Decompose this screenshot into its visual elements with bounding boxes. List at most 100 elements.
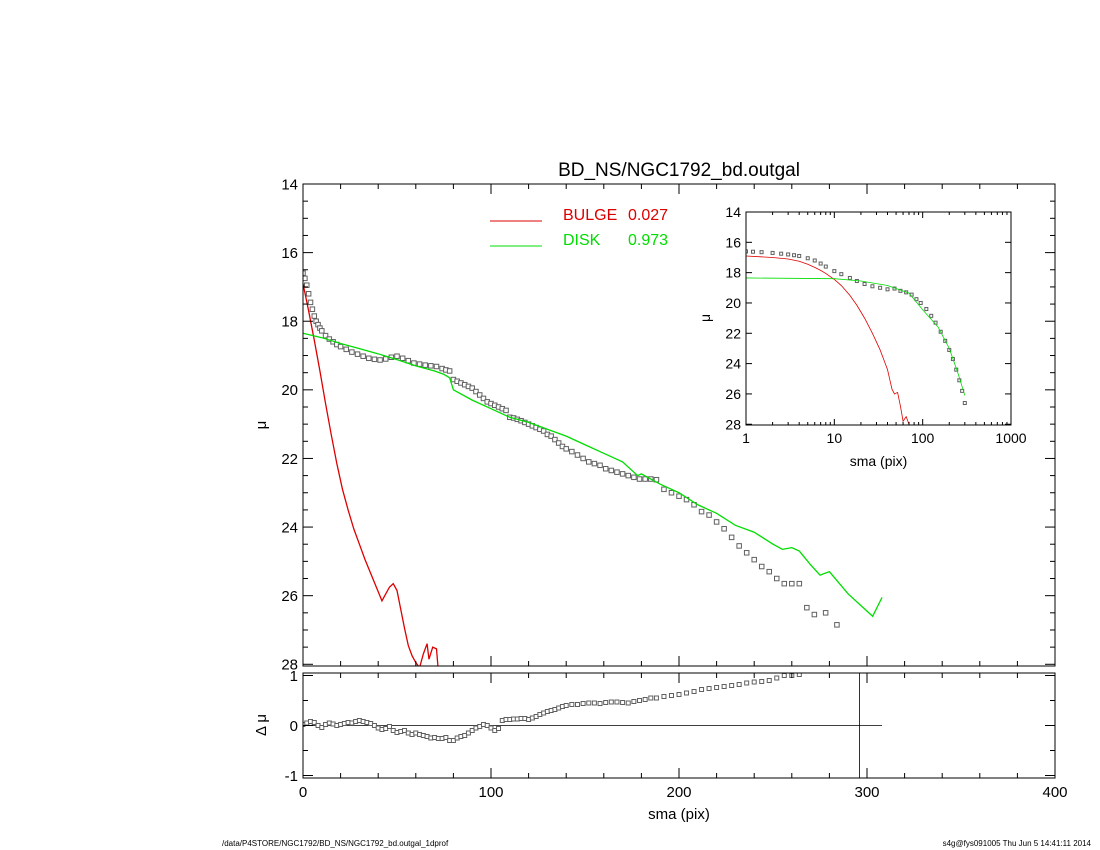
main-data-point — [614, 469, 620, 475]
residual-ytick-label: 0 — [290, 718, 298, 735]
main-data-point — [480, 395, 487, 402]
inset-ytick-label: 18 — [725, 265, 741, 281]
residual-residual-point — [721, 684, 727, 689]
inset-data-point — [929, 313, 934, 318]
main-data-point — [569, 448, 575, 455]
main-data-point — [311, 313, 318, 319]
inset-ytick-label: 26 — [725, 386, 741, 402]
main-data-point — [781, 580, 788, 587]
residual-xtick-label: 300 — [854, 784, 879, 801]
inset-xtick-label: 100 — [911, 430, 935, 446]
inset-data-point — [797, 253, 802, 258]
residual-residual-point — [386, 724, 392, 729]
main-data-point — [337, 343, 344, 350]
main-data-point — [349, 349, 355, 355]
main-data-point — [631, 474, 637, 481]
residual-residual-point — [637, 698, 643, 703]
main-data-point — [354, 351, 361, 357]
main-data-point — [580, 455, 586, 462]
inset-y-axis-label: μ — [697, 314, 713, 322]
main-data-point — [661, 486, 667, 493]
main-data-point — [548, 433, 554, 439]
main-data-point — [713, 519, 720, 525]
inset-data-point — [818, 261, 823, 266]
residual-residual-point — [569, 702, 575, 707]
inset-data-point — [792, 253, 797, 258]
main-ytick-label: 16 — [281, 245, 298, 262]
residual-residual-point — [774, 675, 780, 681]
main-bulge-model-line — [303, 283, 439, 666]
main-data-point — [698, 508, 705, 515]
main-data-point — [382, 356, 389, 362]
inset-xtick-label: 1 — [742, 430, 750, 446]
inset-data-point — [885, 287, 890, 292]
main-data-point — [608, 467, 615, 474]
main-data-point — [552, 436, 558, 443]
residual-residual-point — [311, 720, 317, 725]
inset-bulge-model-line — [746, 255, 910, 425]
footer-file-path: /data/P4STORE/NGC1792/BD_NS/NGC1792_bd.o… — [222, 839, 449, 848]
inset-data-point — [832, 269, 837, 274]
inset-data-point — [805, 256, 810, 261]
inset-data-point — [847, 275, 852, 280]
main-ytick-label: 28 — [281, 657, 298, 674]
residual-residual-point — [631, 699, 637, 704]
legend-value-disk: 0.973 — [628, 232, 668, 249]
residual-ytick-label: 1 — [290, 668, 298, 685]
inset-data-point — [862, 282, 867, 287]
residual-xtick-label: 0 — [299, 784, 307, 801]
main-data-point — [303, 275, 308, 282]
legend-value-bulge: 0.027 — [628, 207, 668, 224]
residual-residual-point — [603, 700, 609, 705]
main-data-point — [676, 493, 682, 499]
main-data-point — [433, 363, 440, 370]
inset-ytick-label: 22 — [725, 325, 741, 341]
main-data-point — [766, 568, 772, 575]
main-data-point — [751, 556, 757, 563]
residual-residual-point — [648, 695, 654, 701]
main-data-point — [642, 476, 648, 482]
residual-residual-point — [586, 700, 592, 706]
legend-label-bulge: BULGE — [563, 207, 617, 224]
inset-ytick-label: 16 — [725, 234, 741, 250]
main-data-point — [574, 452, 581, 458]
residual-residual-point — [668, 693, 674, 698]
main-ytick-label: 24 — [281, 519, 298, 536]
main-data-point — [416, 361, 423, 367]
main-data-point — [303, 270, 306, 276]
inset-data-point — [812, 258, 817, 263]
residual-x-axis-label: sma (pix) — [648, 806, 710, 823]
residual-residual-point — [796, 673, 802, 677]
main-profile-panel: 14 16 18 20 22 24 26 28 BD_NS/NGC1792_bd.outgal μ… — [253, 160, 1056, 674]
residual-residual-point — [642, 697, 648, 702]
main-data-point — [428, 363, 434, 369]
main-data-point — [586, 459, 592, 465]
main-data-point — [322, 332, 329, 339]
main-disk-model-line — [303, 332, 883, 618]
residual-residual-point — [608, 699, 614, 705]
residual-xtick-label: 200 — [666, 784, 691, 801]
residual-residual-point — [443, 735, 449, 740]
main-data-point — [619, 471, 626, 477]
main-data-point — [636, 476, 643, 482]
main-data-point — [822, 610, 829, 616]
residual-plot-area — [303, 673, 802, 743]
main-ytick-label: 22 — [281, 451, 298, 468]
main-ytick-label: 18 — [281, 314, 298, 331]
inset-data-point — [878, 285, 883, 290]
main-data-point — [834, 622, 840, 628]
main-data-point — [394, 353, 400, 359]
main-data-point — [305, 291, 312, 297]
residual-residual-point — [496, 726, 502, 731]
residual-residual-point — [661, 694, 667, 699]
main-data-point — [625, 472, 631, 479]
main-data-point — [343, 346, 349, 353]
main-y-axis-label: μ — [253, 421, 270, 430]
residual-residual-point — [574, 702, 580, 707]
main-data-point — [811, 611, 818, 618]
residual-residual-point — [676, 692, 682, 697]
main-plot-area — [303, 270, 883, 666]
main-data-point — [399, 355, 406, 362]
main-data-point — [728, 534, 735, 541]
